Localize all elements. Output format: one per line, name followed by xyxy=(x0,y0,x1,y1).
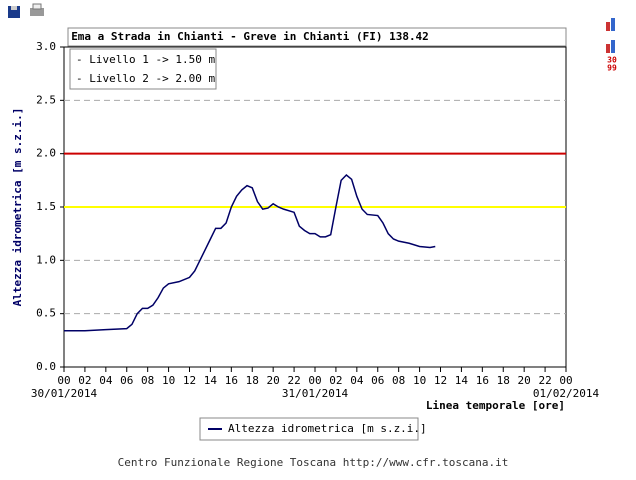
x-tick-label: 10 xyxy=(413,374,426,387)
date-label: 31/01/2014 xyxy=(282,387,349,400)
y-tick-label: 1.0 xyxy=(36,253,56,266)
x-tick-label: 22 xyxy=(287,374,300,387)
threshold-label: - Livello 1 -> 1.50 m xyxy=(76,53,215,66)
x-tick-label: 06 xyxy=(120,374,133,387)
legend-label: Altezza idrometrica [m s.z.i.] xyxy=(228,422,427,435)
legend-box xyxy=(199,417,419,441)
x-tick-label: 02 xyxy=(329,374,342,387)
threshold-legend xyxy=(69,48,217,90)
date-label: 01/02/2014 xyxy=(533,387,600,400)
x-tick-label: 04 xyxy=(99,374,113,387)
x-tick-label: 20 xyxy=(518,374,531,387)
x-tick-label: 12 xyxy=(434,374,447,387)
icon-text: 99 xyxy=(607,64,617,73)
title-box xyxy=(67,27,567,47)
footer: Centro Funzionale Regione Toscana http:/… xyxy=(118,456,509,469)
y-tick-label: 1.5 xyxy=(36,200,56,213)
x-tick-label: 06 xyxy=(371,374,384,387)
toolbar-icons[interactable] xyxy=(8,3,44,18)
x-tick-label: 00 xyxy=(559,374,572,387)
date-label: 30/01/2014 xyxy=(31,387,98,400)
side-icons[interactable]: 30 99 xyxy=(606,18,617,73)
x-tick-label: 04 xyxy=(350,374,364,387)
x-tick-label: 10 xyxy=(162,374,175,387)
x-tick-label: 18 xyxy=(246,374,259,387)
x-tick-label: 18 xyxy=(497,374,510,387)
x-tick-label: 08 xyxy=(141,374,154,387)
x-tick-label: 20 xyxy=(267,374,280,387)
icon-bar xyxy=(611,40,615,53)
icon-bar xyxy=(611,18,615,31)
x-tick-label: 00 xyxy=(308,374,321,387)
print-icon-paper xyxy=(32,3,42,10)
y-axis-label: Altezza idrometrica [m s.z.i.] xyxy=(11,108,24,307)
y-tick-label: 2.5 xyxy=(36,93,56,106)
x-tick-label: 16 xyxy=(225,374,238,387)
x-tick-label: 14 xyxy=(204,374,218,387)
icon-bar xyxy=(606,44,610,53)
x-tick-label: 08 xyxy=(392,374,405,387)
y-tick-label: 3.0 xyxy=(36,40,56,53)
series-line xyxy=(64,173,436,332)
y-tick-label: 2.0 xyxy=(36,147,56,160)
x-tick-label: 00 xyxy=(57,374,70,387)
icon-bar xyxy=(606,22,610,31)
x-tick-label: 12 xyxy=(183,374,196,387)
y-tick-label: 0.5 xyxy=(36,307,56,320)
x-tick-label: 16 xyxy=(476,374,489,387)
x-tick-label: 22 xyxy=(538,374,551,387)
print-icon[interactable] xyxy=(30,8,44,16)
icon-text: 30 xyxy=(607,56,617,65)
x-axis-label: Linea temporale [ore] xyxy=(426,399,565,412)
x-tick-label: 02 xyxy=(78,374,91,387)
y-tick-label: 0.0 xyxy=(36,360,56,373)
chart-title: Ema a Strada in Chianti - Greve in Chian… xyxy=(71,30,429,43)
x-tick-label: 14 xyxy=(455,374,469,387)
threshold-label: - Livello 2 -> 2.00 m xyxy=(76,72,215,85)
save-icon-label xyxy=(11,6,17,10)
